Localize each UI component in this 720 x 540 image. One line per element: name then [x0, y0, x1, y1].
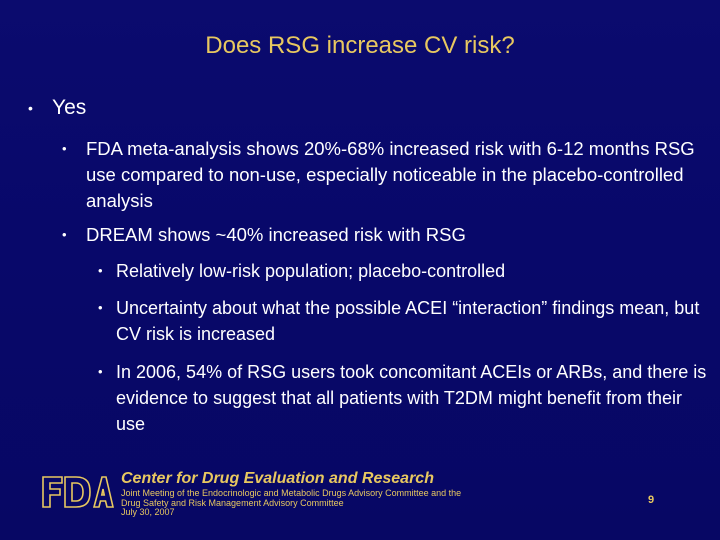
- footer-organization: Center for Drug Evaluation and Research: [121, 470, 434, 487]
- bullet-text: Yes: [52, 96, 87, 119]
- page-number: 9: [648, 494, 655, 506]
- bullet-text: Relatively low-risk population; placebo-…: [116, 261, 506, 281]
- bullet-dot-icon: •: [98, 263, 103, 278]
- bullet-text: In 2006, 54% of RSG users took concomita…: [116, 362, 707, 434]
- bullet-dot-icon: •: [98, 300, 103, 315]
- bullet-text: Uncertainty about what the possible ACEI…: [116, 298, 700, 344]
- bullet-low-risk-population: • Relatively low-risk population; placeb…: [98, 258, 710, 284]
- bullet-dot-icon: •: [28, 100, 33, 116]
- bullet-text: FDA meta-analysis shows 20%-68% increase…: [86, 138, 695, 211]
- footer-meeting-date: July 30, 2007: [121, 507, 175, 518]
- bullet-dot-icon: •: [62, 141, 67, 156]
- footer-meeting-line: Drug Safety and Risk Management Advisory…: [121, 497, 344, 508]
- bullet-dot-icon: •: [98, 364, 103, 379]
- bullet-dot-icon: •: [62, 227, 67, 242]
- bullet-yes: • Yes: [28, 96, 86, 120]
- bullet-2006-acei-use: • In 2006, 54% of RSG users took concomi…: [98, 359, 710, 437]
- bullet-text: DREAM shows ~40% increased risk with RSG: [86, 224, 466, 245]
- slide-title: Does RSG increase CV risk?: [205, 32, 515, 59]
- bullet-fda-meta-analysis: • FDA meta-analysis shows 20%-68% increa…: [62, 136, 702, 214]
- bullet-acei-uncertainty: • Uncertainty about what the possible AC…: [98, 295, 710, 347]
- fda-logo: [42, 476, 114, 508]
- footer-meeting-line: Joint Meeting of the Endocrinologic and …: [121, 488, 462, 498]
- footer-meeting-info: Joint Meeting of the Endocrinologic and …: [121, 488, 541, 518]
- bullet-dream: • DREAM shows ~40% increased risk with R…: [62, 222, 702, 248]
